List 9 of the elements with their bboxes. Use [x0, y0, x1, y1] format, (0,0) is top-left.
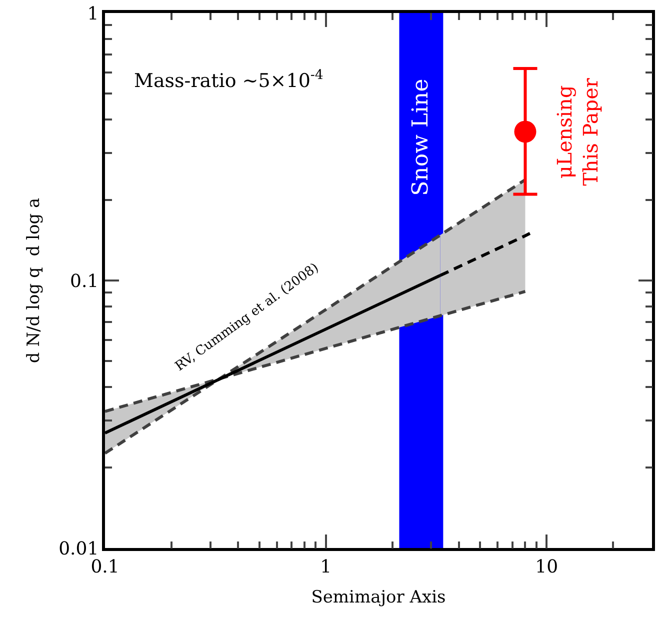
y-tick-label: 1: [87, 3, 99, 24]
band-label: Snow Line: [408, 78, 434, 196]
text: μLensing This Paper: [552, 78, 603, 186]
annotation: Mass-ratio ~5×10$^{-4}$: [134, 68, 324, 92]
x-axis-title: Semimajor Axis: [311, 588, 446, 608]
x-tick-label: 10: [535, 556, 558, 578]
y-axis-title: d N/d log q d log a: [24, 198, 44, 364]
x-tick-label: 1: [320, 556, 332, 578]
y-tick-label: 0.1: [70, 270, 99, 292]
